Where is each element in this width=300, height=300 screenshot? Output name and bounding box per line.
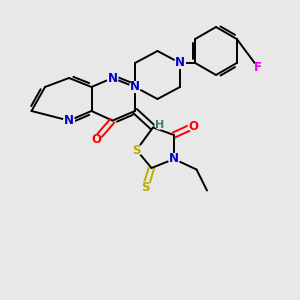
Circle shape <box>254 63 262 72</box>
Circle shape <box>131 145 142 155</box>
Text: F: F <box>254 61 262 74</box>
Circle shape <box>140 182 151 193</box>
Circle shape <box>188 121 199 131</box>
Circle shape <box>107 73 118 83</box>
Text: H: H <box>155 119 164 130</box>
Circle shape <box>64 115 74 126</box>
Text: N: N <box>130 80 140 94</box>
Text: O: O <box>91 133 101 146</box>
Circle shape <box>169 154 179 164</box>
Circle shape <box>155 120 164 129</box>
Text: S: S <box>141 181 150 194</box>
Circle shape <box>175 58 185 68</box>
Text: N: N <box>64 114 74 127</box>
Text: O: O <box>188 119 199 133</box>
Circle shape <box>130 82 140 92</box>
Text: N: N <box>169 152 179 166</box>
Circle shape <box>91 134 101 145</box>
Text: S: S <box>132 143 141 157</box>
Text: N: N <box>107 71 118 85</box>
Text: N: N <box>175 56 185 70</box>
